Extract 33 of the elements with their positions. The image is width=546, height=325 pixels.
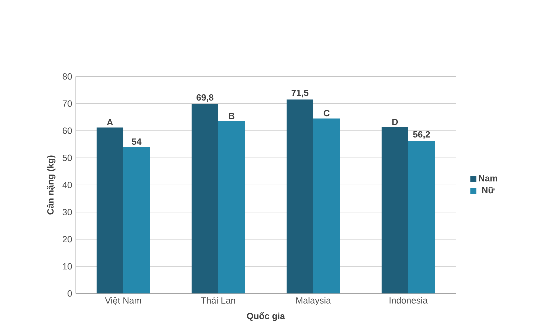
bar: [408, 141, 436, 294]
data-label: D: [392, 119, 398, 126]
y-tick-label: 50: [62, 155, 72, 162]
bar: [382, 128, 409, 294]
data-label: 71,5: [292, 90, 309, 98]
data-label: 54: [132, 139, 142, 146]
y-tick-label: 10: [63, 264, 72, 270]
bar: [124, 147, 150, 294]
y-tick-label: 70: [62, 100, 72, 108]
x-tick-label: Việt Nam: [105, 297, 142, 306]
bar: [218, 122, 246, 294]
data-label: C: [324, 110, 330, 117]
y-tick-label: 20: [62, 236, 72, 243]
y-tick-label: 60: [62, 128, 72, 134]
legend-label: Nam: [479, 176, 498, 182]
y-tick-label: 40: [62, 182, 72, 189]
y-tick-label: 0: [68, 290, 72, 298]
y-tick-label: 80: [62, 74, 72, 80]
data-label: 56,2: [413, 132, 430, 140]
y-axis-title: Cân nặng (kg): [47, 156, 56, 215]
x-axis-title: Quốc gia: [247, 312, 286, 322]
x-tick-label: Indonesia: [390, 297, 428, 304]
data-label: 69,8: [196, 94, 214, 102]
data-label: B: [229, 113, 235, 120]
x-tick-label: Malaysia: [296, 297, 332, 306]
x-tick-label: Thái Lan: [201, 297, 236, 304]
data-label: A: [107, 120, 114, 126]
bar: [192, 104, 219, 294]
legend-label: Nữ: [482, 187, 495, 194]
y-tick-label: 30: [62, 209, 72, 216]
bar: [96, 128, 124, 294]
bar: [286, 100, 314, 294]
bar: [314, 118, 340, 294]
